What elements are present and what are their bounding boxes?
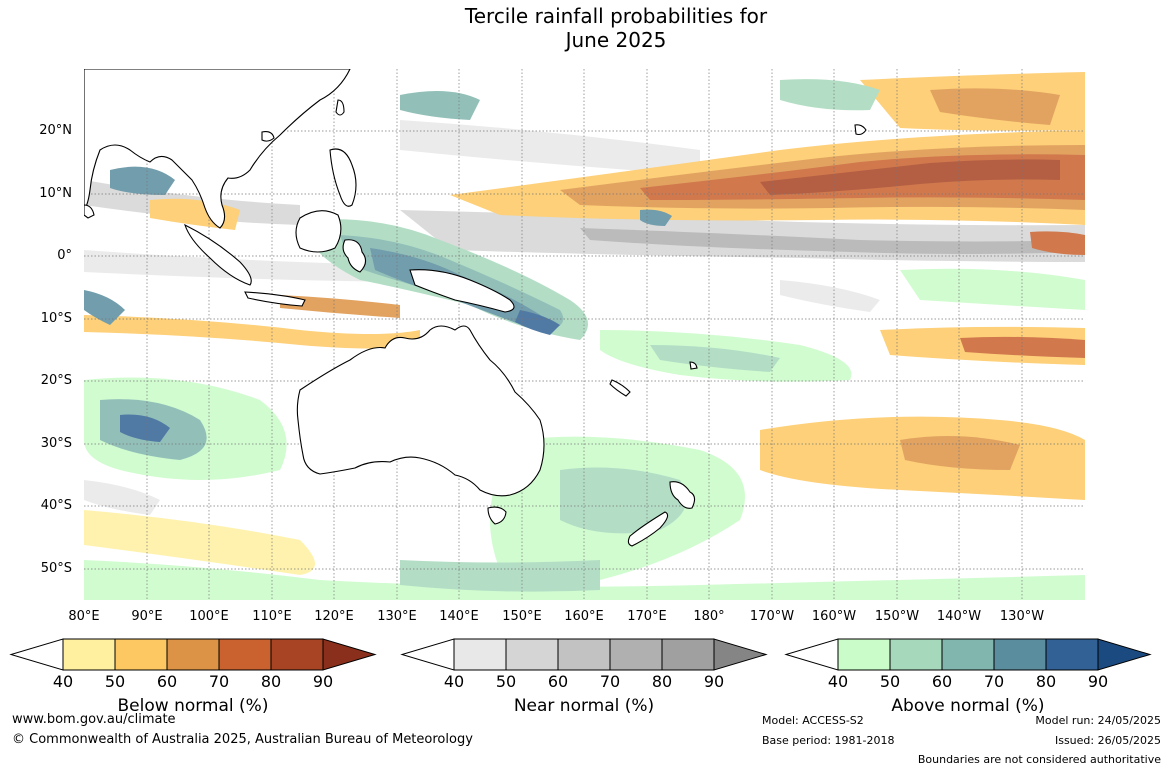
map-field: [84, 69, 1085, 600]
colorbar-near-tick: 50: [495, 672, 517, 691]
colorbar-near-segment: [453, 638, 507, 671]
lat-label-50s: 50°S: [40, 561, 72, 576]
colorbar-above-tick: 70: [983, 672, 1005, 691]
land: [84, 69, 867, 547]
new-zealand-south-land: [627, 511, 669, 547]
colorbar-above-segment: [837, 638, 891, 671]
lon-label: 160°W: [811, 609, 857, 624]
java-land: [244, 291, 306, 307]
chart-title: Tercile rainfall probabilities for June …: [0, 4, 1173, 52]
colorbar-above-tick: 60: [931, 672, 953, 691]
colorbar-above-segment: [889, 638, 943, 671]
colorbar-below-tick: 90: [312, 672, 334, 691]
colorbar-near-tick: 80: [651, 672, 673, 691]
new-guinea-land: [409, 269, 515, 313]
lon-label: 150°W: [874, 609, 920, 624]
colorbar-near-segment: [505, 638, 559, 671]
colorbar-near-segment: [713, 638, 768, 671]
colorbar-below-segment: [270, 638, 324, 671]
lat-label-20n: 20°N: [39, 123, 72, 138]
lon-label: 150°E: [502, 609, 542, 624]
footer-model-run: Model run: 24/05/2025: [1035, 714, 1161, 727]
footer-issued: Issued: 26/05/2025: [1054, 734, 1161, 747]
colorbar-below-tick: 70: [208, 672, 230, 691]
colorbar-near-tick: 70: [599, 672, 621, 691]
footer-disclaimer: Boundaries are not considered authoritat…: [917, 753, 1161, 766]
colorbars: [9, 638, 1152, 671]
lon-label: 140°W: [936, 609, 982, 624]
colorbar-below-tick: 50: [104, 672, 126, 691]
hawaii-land: [854, 124, 867, 136]
colorbar-label-below: Below normal (%): [117, 696, 269, 716]
lat-label-40s: 40°S: [40, 498, 72, 513]
sulawesi-land: [342, 239, 367, 273]
new-caledonia-land: [609, 379, 631, 397]
lon-label: 100°E: [189, 609, 229, 624]
colorbar-above-low-extend: [784, 638, 839, 671]
asia-mainland-land: [84, 69, 351, 229]
footer-url[interactable]: www.bom.gov.au/climate: [12, 712, 176, 727]
lon-label: 170°E: [627, 609, 667, 624]
lat-label-20s: 20°S: [40, 373, 72, 388]
title-line-1: Tercile rainfall probabilities for: [464, 4, 768, 28]
colorbar-below-segment: [114, 638, 168, 671]
lon-label: 120°E: [314, 609, 354, 624]
colorbar-below-low-extend: [9, 638, 64, 671]
new-zealand-land: [669, 481, 696, 509]
footer-base-period: Base period: 1981-2018: [762, 734, 895, 747]
lon-label: 170°W: [749, 609, 795, 624]
lat-label-30s: 30°S: [40, 436, 72, 451]
colorbar-label-near: Near normal (%): [513, 696, 655, 716]
colorbar-above-segment: [993, 638, 1047, 671]
colorbar-near-low-extend: [400, 638, 455, 671]
colorbar-above-tick: 80: [1035, 672, 1057, 691]
hainan-land: [261, 131, 275, 142]
lon-label: 130°E: [377, 609, 417, 624]
lon-label: 110°E: [252, 609, 292, 624]
colorbar-near-tick: 60: [547, 672, 569, 691]
colorbar-above-tick: 40: [827, 672, 849, 691]
sri-lanka-land: [84, 204, 95, 219]
colorbar-below-tick: 40: [52, 672, 74, 691]
lon-label: 180°: [693, 609, 725, 624]
lon-label: 140°E: [439, 609, 479, 624]
colorbar-near-segment: [609, 638, 663, 671]
tasmania-land: [487, 506, 507, 525]
colorbar-above-tick: 90: [1087, 672, 1109, 691]
lon-label: 130°W: [999, 609, 1045, 624]
lat-label-eq: 0°: [57, 248, 72, 263]
colorbar-below-segment: [322, 638, 377, 671]
colorbar-near-segment: [557, 638, 611, 671]
colorbar-near-tick: 90: [703, 672, 725, 691]
colorbar-above-segment: [941, 638, 995, 671]
fiji-land: [689, 361, 698, 370]
colorbar-above-tick: 50: [879, 672, 901, 691]
lon-label: 90°E: [131, 609, 163, 624]
colorbar-label-above: Above normal (%): [891, 696, 1045, 716]
colorbar-near-segment: [661, 638, 715, 671]
footer-copyright: © Commonwealth of Australia 2025, Austra…: [12, 732, 473, 747]
colorbar-below-tick: 60: [156, 672, 178, 691]
colorbar-near-tick: 40: [443, 672, 465, 691]
borneo-land: [295, 210, 342, 253]
lon-label: 80°E: [68, 609, 100, 624]
title-line-2: June 2025: [565, 28, 667, 52]
taiwan-land: [335, 99, 345, 116]
lat-label-10n: 10°N: [39, 186, 72, 201]
colorbar-below-segment: [166, 638, 220, 671]
colorbar-below-segment: [218, 638, 272, 671]
colorbar-below-tick: 80: [260, 672, 282, 691]
lat-label-10s: 10°S: [40, 311, 72, 326]
colorbar-below-segment: [62, 638, 116, 671]
colorbar-above-segment: [1097, 638, 1152, 671]
sumatra-land: [184, 223, 252, 286]
footer-model: Model: ACCESS-S2: [762, 714, 864, 727]
colorbar-above-segment: [1045, 638, 1099, 671]
australia-land: [296, 325, 545, 497]
philippines-land: [329, 148, 357, 207]
lon-label: 160°E: [564, 609, 604, 624]
